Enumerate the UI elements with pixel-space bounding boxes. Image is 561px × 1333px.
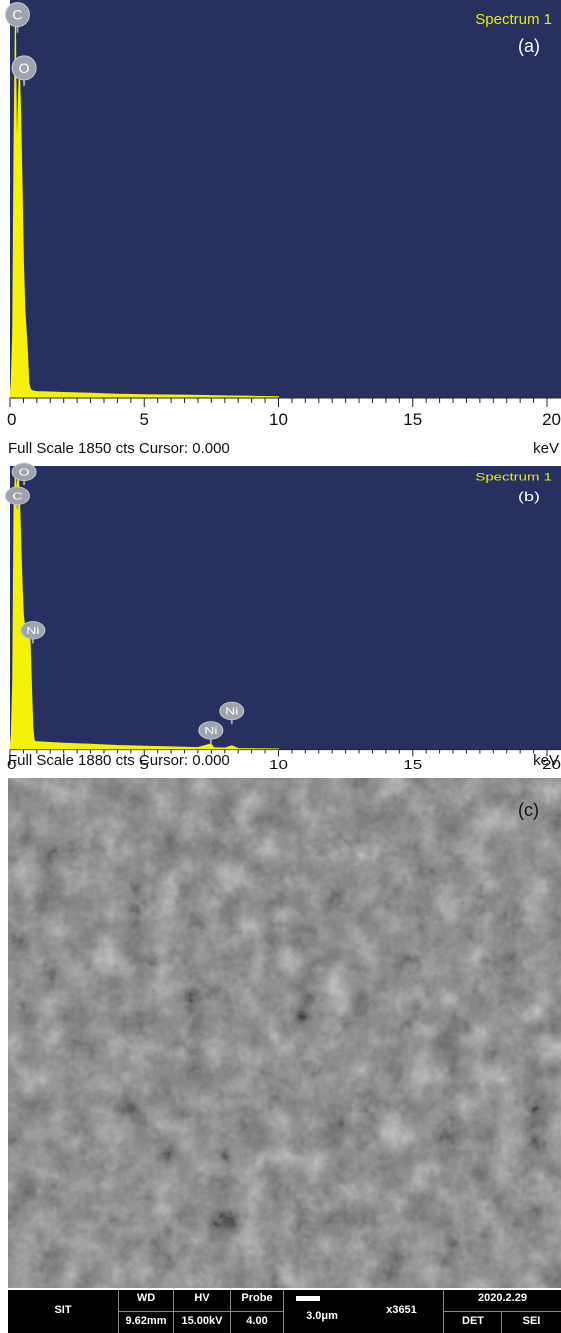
sem-databar: SIT WD 9.62mm HV 15.00kV Probe 4.00 3.0μ… [8,1290,561,1333]
plot-area [10,0,561,398]
spectrum-chart-b: OC Ni Ni Ni 0 5 10 15 20 Spectrum 1 (b) [4,462,561,772]
operator-label: SIT [54,1304,72,1316]
peak-element-label: O [19,466,30,478]
sem-micrograph: (c) [8,778,561,1288]
x-tick-label: 20 [542,410,561,429]
peak-element-label: C [12,490,22,502]
full-scale-readout: Full Scale 1880 cts Cursor: 0.000 [8,752,230,769]
peak-element-label: Ni [204,725,217,737]
sem-texture [8,778,561,1288]
spectrum-panel-b: O C Ni Ni Ni 0 5 10 15 20 Spectrum 1 (b) Full Sc… [0,462,561,774]
sem-panel-c: (c) SIT WD 9.62mm HV 15.00kV Probe 4.00 … [0,778,561,1333]
hv-label: HV [194,1292,210,1304]
magnification-value: x3651 [386,1304,417,1316]
probe-cell: Probe 4.00 [231,1290,284,1333]
hv-cell: HV 15.00kV [174,1290,231,1333]
spectrum-trace [9,16,279,399]
det-label: DET [462,1315,484,1327]
hv-value: 15.00kV [181,1315,223,1327]
peak-marker: Ni [198,721,224,744]
x-tick-label: 10 [269,759,288,772]
panel-label: (b) [518,490,540,504]
x-tick-label: 0 [7,759,16,772]
scale-cell: 3.0μm [284,1290,360,1333]
peak-marker: C [4,486,30,510]
peak-marker: O [11,55,37,86]
panel-label: (c) [518,800,539,820]
peak-element-label: O [19,60,30,76]
wd-label: WD [136,1292,156,1304]
x-unit-label: keV [533,440,559,457]
plot-area [10,466,561,750]
peak-marker: O [11,462,37,486]
date-cell: 2020.2.29 DET SEI [444,1290,561,1333]
peak-element-label: C [12,7,22,23]
spectrum-label: Spectrum 1 [475,471,552,484]
magnification-cell: x3651 [360,1290,444,1333]
x-tick-label: 0 [7,410,16,429]
spectrum-panel-a: C O 0 5 10 15 20 Spectrum 1 (a) Full Scale 18… [0,0,561,462]
x-tick-label: 15 [403,410,422,429]
panel-label: (a) [518,36,540,56]
date-value: 2020.2.29 [478,1292,527,1304]
spectrum-label: Spectrum 1 [475,11,552,28]
x-tick-label: 5 [140,410,149,429]
full-scale-readout: Full Scale 1850 cts Cursor: 0.000 [8,440,230,457]
scale-bar [296,1296,320,1301]
spectrum-chart-a: C O 0 5 10 15 20 Spectrum 1 (a) [4,0,561,429]
x-tick-label: 10 [269,410,288,429]
probe-label: Probe [241,1292,273,1304]
x-unit-label: keV [533,752,559,769]
probe-value: 4.00 [246,1315,268,1327]
operator-cell: SIT [8,1290,119,1333]
scale-value: 3.0μm [306,1310,338,1322]
x-tick-label: 5 [140,759,149,772]
spectrum-fill [9,16,279,399]
x-tick-label: 20 [542,759,561,772]
peak-marker: Ni [219,701,245,725]
peak-element-label: Ni [26,625,39,637]
peak-marker: Ni [20,621,46,644]
wd-cell: WD 9.62mm [119,1290,174,1333]
wd-value: 9.62mm [125,1315,167,1327]
det-value: SEI [522,1315,541,1327]
peak-marker: C [4,2,30,33]
peak-element-label: Ni [225,705,238,717]
x-tick-label: 15 [403,759,422,772]
